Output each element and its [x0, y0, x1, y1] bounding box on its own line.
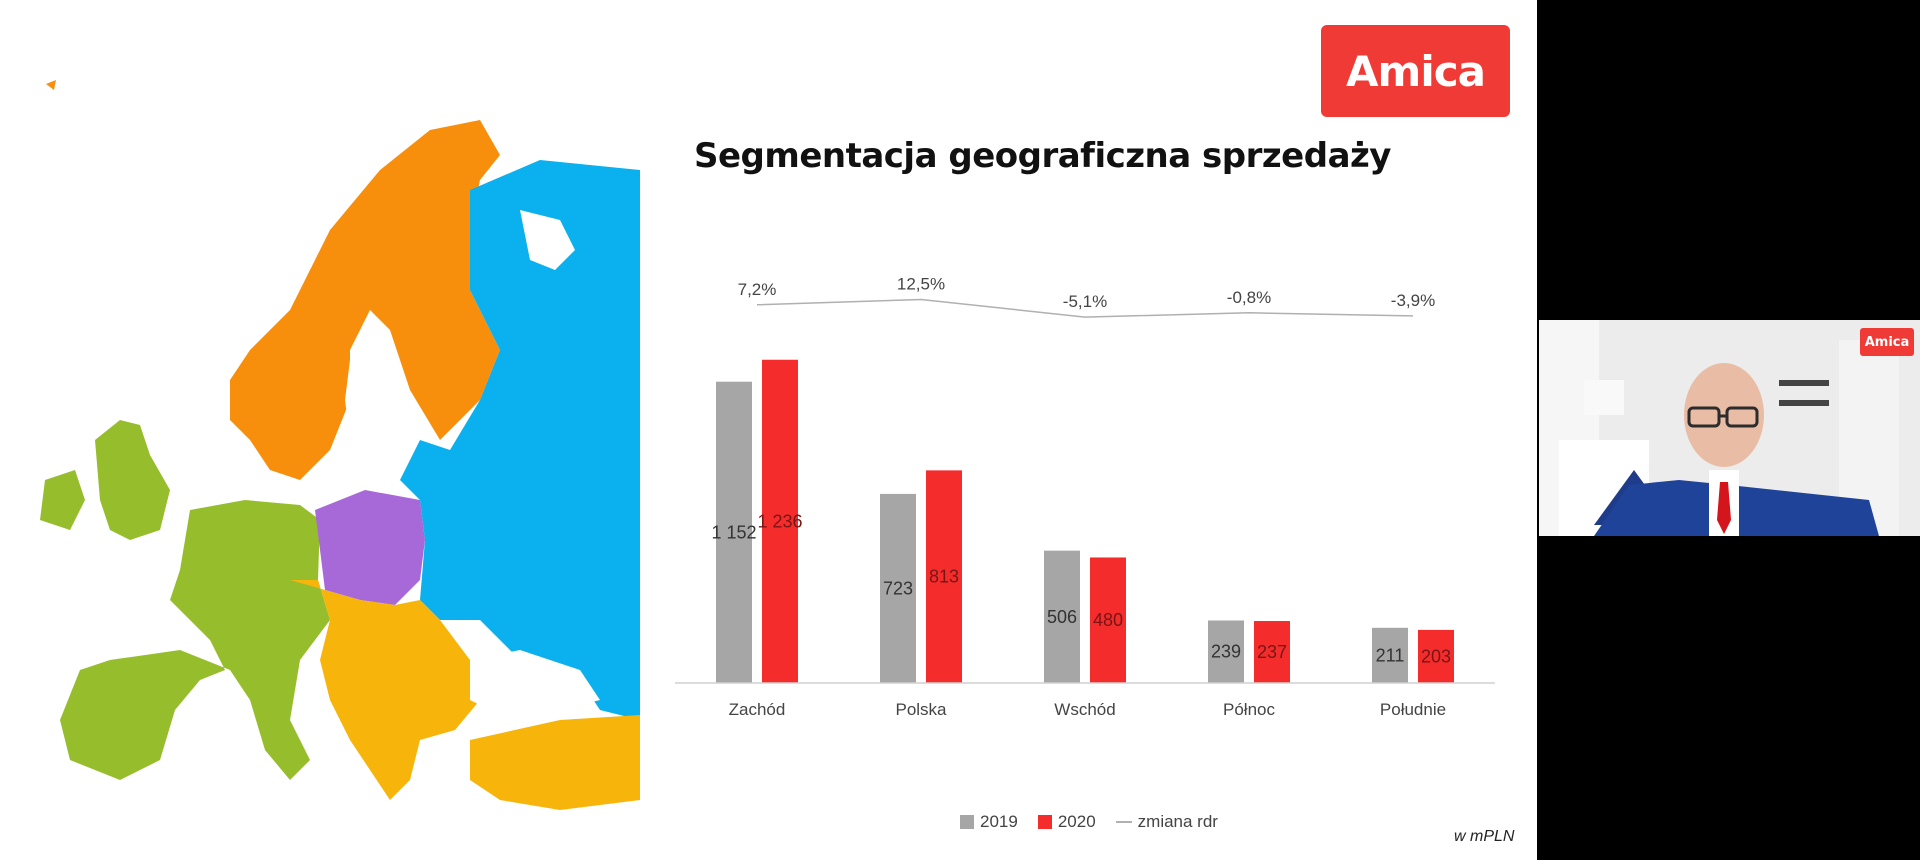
category-label-1: Polska	[895, 700, 947, 719]
change-label-1: 12,5%	[897, 275, 945, 294]
bar-2020-4	[1418, 629, 1454, 683]
black-sea	[470, 650, 600, 715]
bar-2019-1	[880, 493, 916, 683]
legend-item-change: zmiana rdr	[1115, 812, 1218, 832]
bar-label-2020-1: 813	[929, 567, 959, 587]
europe-map	[40, 80, 640, 810]
bar-label-2020-2: 480	[1093, 610, 1123, 630]
map-region-north	[46, 80, 500, 480]
category-label-3: Północ	[1223, 700, 1275, 719]
bar-label-2020-4: 203	[1421, 646, 1451, 666]
unit-note: w mPLN	[1454, 828, 1515, 845]
white-sea	[520, 210, 575, 270]
webcam-feed: Amica	[1539, 320, 1920, 536]
amica-logo: Amica	[1321, 25, 1510, 117]
chart-legend: 2019 2020 zmiana rdr	[960, 812, 1218, 832]
bar-2019-4	[1372, 627, 1408, 683]
bar-label-2019-4: 211	[1376, 645, 1405, 665]
map-region-south	[290, 580, 640, 810]
change-series-line	[756, 298, 1414, 318]
map-region-east	[400, 160, 640, 720]
category-label-0: Zachód	[729, 700, 786, 719]
map-region-poland	[315, 490, 425, 605]
bar-label-2020-0: 1 236	[757, 511, 802, 531]
legend-item-2020: 2020	[1037, 812, 1096, 832]
bar-2020-1	[926, 470, 962, 683]
change-label-0: 7,2%	[738, 280, 777, 299]
map-region-west	[40, 420, 330, 780]
change-label-2: -5,1%	[1063, 292, 1107, 311]
webcam-amica-logo: Amica	[1860, 328, 1914, 356]
legend-swatch-change	[1115, 821, 1132, 823]
bar-2020-2	[1090, 557, 1126, 683]
slide-title: Segmentacja geograficzna sprzedaży	[694, 136, 1391, 176]
presenter-video	[1539, 320, 1920, 536]
bar-2020-3	[1254, 621, 1290, 683]
bar-2020-0	[762, 359, 798, 683]
baltic-sea	[345, 330, 405, 460]
bar-2019-0	[716, 381, 752, 683]
legend-swatch-2020	[1037, 815, 1052, 829]
bar-label-2019-0: 1 152	[711, 522, 756, 542]
bar-label-2020-3: 237	[1257, 642, 1287, 662]
bar-label-2019-3: 239	[1211, 642, 1241, 662]
bar-2019-2	[1044, 550, 1080, 683]
bar-label-2019-1: 723	[883, 578, 913, 598]
legend-label-2019: 2019	[980, 812, 1018, 831]
category-label-2: Wschód	[1054, 700, 1115, 719]
bar-label-2019-2: 506	[1047, 607, 1077, 627]
bar-2019-3	[1208, 620, 1244, 683]
change-label-3: -0,8%	[1227, 288, 1271, 307]
legend-swatch-2019	[960, 815, 974, 829]
category-label-4: Południe	[1380, 700, 1446, 719]
legend-item-2019: 2019	[960, 812, 1018, 832]
change-label-4: -3,9%	[1391, 291, 1435, 310]
presentation-slide: Amica Segmentacja geograficzna sprzedaży…	[0, 0, 1537, 860]
legend-label-2020: 2020	[1057, 812, 1096, 831]
legend-label-change: zmiana rdr	[1137, 812, 1218, 831]
